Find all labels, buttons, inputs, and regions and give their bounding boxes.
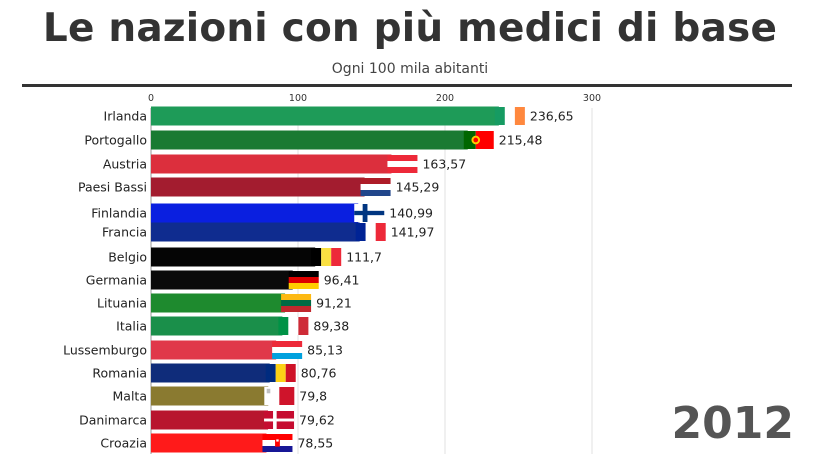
- value-label: 89,38: [313, 319, 349, 334]
- value-label: 78,55: [297, 436, 333, 451]
- chart-title: Le nazioni con più medici di base: [42, 6, 778, 51]
- x-tick-label: 0: [148, 93, 154, 104]
- value-label: 80,76: [301, 366, 337, 381]
- category-label: Lituania: [97, 296, 147, 311]
- value-label: 163,57: [422, 157, 466, 172]
- value-label: 79,8: [299, 389, 327, 404]
- value-label: 215,48: [499, 133, 543, 148]
- flag-austria-icon: [387, 155, 418, 173]
- flag-ireland-icon: [494, 107, 525, 125]
- flag-malta-icon: [264, 387, 295, 405]
- flag-belgium-icon: [311, 248, 342, 266]
- bar-austria: [151, 154, 392, 174]
- bar-romania: [151, 363, 270, 383]
- flag-croatia-icon: [262, 434, 293, 452]
- flag-finland-icon: [354, 204, 385, 222]
- bar-irlanda: [151, 106, 499, 126]
- bar-malta: [151, 386, 269, 406]
- flag-lithuania-icon: [281, 294, 312, 312]
- category-label: Finlandia: [91, 206, 147, 221]
- category-label: Italia: [116, 319, 147, 334]
- category-label: Lussemburgo: [63, 343, 147, 358]
- value-label: 91,21: [316, 296, 352, 311]
- bar-germania: [151, 270, 293, 290]
- x-tick-label: 200: [436, 93, 454, 104]
- category-label: Romania: [92, 366, 147, 381]
- value-label: 236,65: [530, 109, 574, 124]
- year-label: 2012: [671, 398, 794, 449]
- value-label: 145,29: [396, 180, 440, 195]
- flag-romania-icon: [265, 364, 296, 382]
- category-label: Irlanda: [104, 109, 147, 124]
- bar-danimarca: [151, 410, 269, 430]
- category-label: Danimarca: [79, 413, 147, 428]
- bar-lussemburgo: [151, 340, 277, 360]
- chart-subtitle: Ogni 100 mila abitanti: [331, 61, 489, 77]
- bar-paesi-bassi: [151, 177, 365, 197]
- category-label: Croazia: [100, 436, 147, 451]
- bar-finlandia: [151, 203, 359, 223]
- flag-luxembourg-icon: [272, 341, 303, 359]
- x-tick-label: 100: [289, 93, 307, 104]
- category-label: Belgio: [108, 250, 147, 265]
- value-label: 111,7: [346, 250, 382, 265]
- flag-germany-icon: [288, 271, 319, 289]
- category-label: Paesi Bassi: [78, 180, 147, 195]
- value-label: 79,62: [299, 413, 335, 428]
- bar-italia: [151, 316, 283, 336]
- value-label: 85,13: [307, 343, 343, 358]
- bar-croazia: [151, 433, 267, 453]
- bar-francia: [151, 222, 360, 242]
- flag-italy-icon: [278, 317, 309, 335]
- flag-denmark-icon: [264, 411, 295, 429]
- bar-belgio: [151, 247, 316, 267]
- category-label: Portogallo: [84, 133, 147, 148]
- bar-portogallo: [151, 130, 468, 150]
- flag-portugal-icon: [463, 131, 494, 149]
- flag-netherlands-icon: [360, 178, 391, 196]
- category-label: Austria: [103, 157, 147, 172]
- value-label: 96,41: [324, 273, 360, 288]
- category-label: Germania: [86, 273, 147, 288]
- category-label: Francia: [102, 225, 147, 240]
- x-tick-label: 300: [583, 93, 601, 104]
- flag-france-icon: [355, 223, 386, 241]
- value-label: 140,99: [389, 206, 433, 221]
- bar-lituania: [151, 293, 286, 313]
- category-label: Malta: [113, 389, 147, 404]
- title-divider: [22, 84, 792, 87]
- value-label: 141,97: [391, 225, 435, 240]
